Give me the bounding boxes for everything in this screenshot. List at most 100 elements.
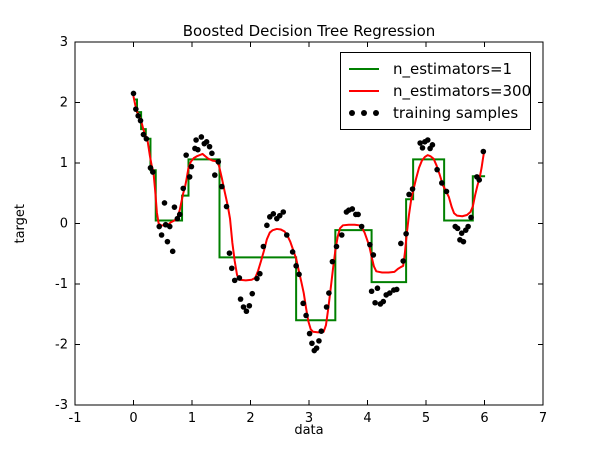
training-sample-dot bbox=[380, 298, 387, 305]
training-sample-dot bbox=[276, 212, 283, 219]
legend-item-n-estimators-1: n_estimators=1 bbox=[349, 58, 524, 80]
training-sample-dot bbox=[212, 172, 218, 178]
chart-title: Boosted Decision Tree Regression bbox=[182, 22, 436, 40]
training-sample-dot bbox=[367, 241, 373, 248]
training-sample-dot bbox=[476, 177, 483, 183]
training-sample-dot bbox=[156, 223, 163, 230]
training-sample-dot bbox=[309, 340, 315, 347]
training-sample-dot bbox=[180, 185, 187, 192]
training-sample-dot bbox=[323, 304, 330, 310]
red-regression-line bbox=[132, 95, 485, 334]
training-sample-dot bbox=[133, 106, 139, 112]
green-line-swatch-icon bbox=[349, 68, 379, 70]
training-sample-dot bbox=[306, 330, 313, 337]
training-sample-dot bbox=[406, 191, 412, 198]
training-sample-dot bbox=[460, 238, 467, 245]
training-sample-dot bbox=[403, 230, 409, 237]
training-sample-dot bbox=[358, 223, 365, 230]
x-tick-label: 1 bbox=[188, 411, 196, 426]
x-tick-label: 0 bbox=[129, 411, 137, 426]
training-sample-dot bbox=[438, 180, 445, 186]
legend-item-label: training samples bbox=[393, 104, 519, 122]
training-sample-dot bbox=[240, 304, 247, 310]
y-tick-label: -2 bbox=[55, 338, 68, 353]
training-sample-dot bbox=[313, 345, 320, 351]
training-sample-dot bbox=[254, 275, 260, 282]
training-sample-dot bbox=[246, 302, 253, 309]
training-sample-dot bbox=[374, 285, 381, 292]
training-sample-dot bbox=[135, 113, 141, 119]
training-sample-dot bbox=[198, 134, 205, 140]
training-sample-dot bbox=[458, 230, 465, 236]
training-sample-dot bbox=[143, 136, 150, 142]
y-tick-label: 1 bbox=[60, 156, 68, 171]
training-sample-dot bbox=[171, 204, 178, 210]
x-tick-label: 7 bbox=[539, 411, 547, 426]
training-sample-dot bbox=[316, 338, 322, 344]
legend-item-training-samples: training samples bbox=[349, 102, 524, 124]
training-sample-dot bbox=[174, 215, 181, 222]
training-sample-dot bbox=[393, 286, 400, 293]
legend-item-label: n_estimators=300 bbox=[393, 82, 532, 100]
training-sample-dot bbox=[368, 288, 375, 295]
training-sample-dot bbox=[164, 238, 171, 245]
training-sample-dot bbox=[329, 258, 336, 265]
training-sample-dot bbox=[140, 131, 147, 138]
training-sample-dot bbox=[219, 183, 225, 190]
training-sample-dot bbox=[231, 277, 238, 284]
training-sample-dot bbox=[409, 186, 416, 192]
training-sample-dot bbox=[303, 312, 309, 319]
x-axis-label: data bbox=[294, 423, 324, 438]
training-sample-dot bbox=[283, 232, 290, 238]
training-sample-dot bbox=[203, 139, 210, 145]
training-sample-dot bbox=[260, 243, 267, 250]
training-sample-dot bbox=[264, 222, 270, 229]
training-sample-dot bbox=[333, 243, 340, 250]
training-sample-dot bbox=[206, 143, 213, 150]
y-tick-label: 0 bbox=[60, 217, 68, 232]
training-sample-dot bbox=[243, 308, 250, 315]
training-sample-dot bbox=[237, 296, 244, 302]
training-sample-dot bbox=[372, 299, 378, 306]
x-tick-label: 4 bbox=[363, 411, 371, 426]
training-sample-dot bbox=[195, 146, 201, 153]
legend: n_estimators=1 n_estimators=300 training… bbox=[340, 52, 531, 130]
training-sample-dot bbox=[183, 152, 189, 158]
training-sample-dot bbox=[249, 290, 256, 297]
training-sample-dot bbox=[318, 328, 325, 334]
training-sample-dot bbox=[158, 232, 165, 238]
training-sample-dot bbox=[289, 249, 296, 255]
training-sample-dot bbox=[300, 300, 306, 307]
training-sample-dot bbox=[280, 209, 287, 215]
training-sample-dot bbox=[215, 158, 222, 165]
training-sample-dot bbox=[296, 271, 302, 278]
training-sample-dot bbox=[355, 211, 361, 218]
training-sample-dot bbox=[398, 240, 404, 247]
training-sample-dot bbox=[417, 140, 423, 146]
training-sample-dot bbox=[293, 263, 299, 269]
training-sample-dot bbox=[434, 166, 440, 173]
training-sample-dot bbox=[429, 142, 436, 148]
x-tick-label: 2 bbox=[246, 411, 254, 426]
training-sample-dot bbox=[480, 148, 487, 155]
training-sample-dot bbox=[209, 150, 215, 157]
training-sample-dot bbox=[150, 169, 156, 175]
training-sample-dot bbox=[419, 145, 426, 151]
training-sample-dot bbox=[137, 117, 144, 124]
x-tick-label: 3 bbox=[305, 411, 313, 426]
training-sample-dot bbox=[338, 232, 345, 238]
training-sample-dot bbox=[468, 214, 474, 221]
training-sample-dot bbox=[130, 90, 137, 97]
training-sample-dot bbox=[386, 290, 393, 296]
x-tick-label: 6 bbox=[480, 411, 488, 426]
training-sample-dot bbox=[349, 206, 356, 212]
training-sample-dot bbox=[193, 137, 199, 143]
training-sample-dot bbox=[270, 211, 277, 217]
training-sample-dot bbox=[236, 275, 243, 281]
y-tick-label: -1 bbox=[55, 277, 68, 292]
red-line-swatch-icon bbox=[349, 90, 379, 92]
training-sample-dot bbox=[326, 290, 332, 296]
training-sample-dot bbox=[400, 258, 406, 264]
